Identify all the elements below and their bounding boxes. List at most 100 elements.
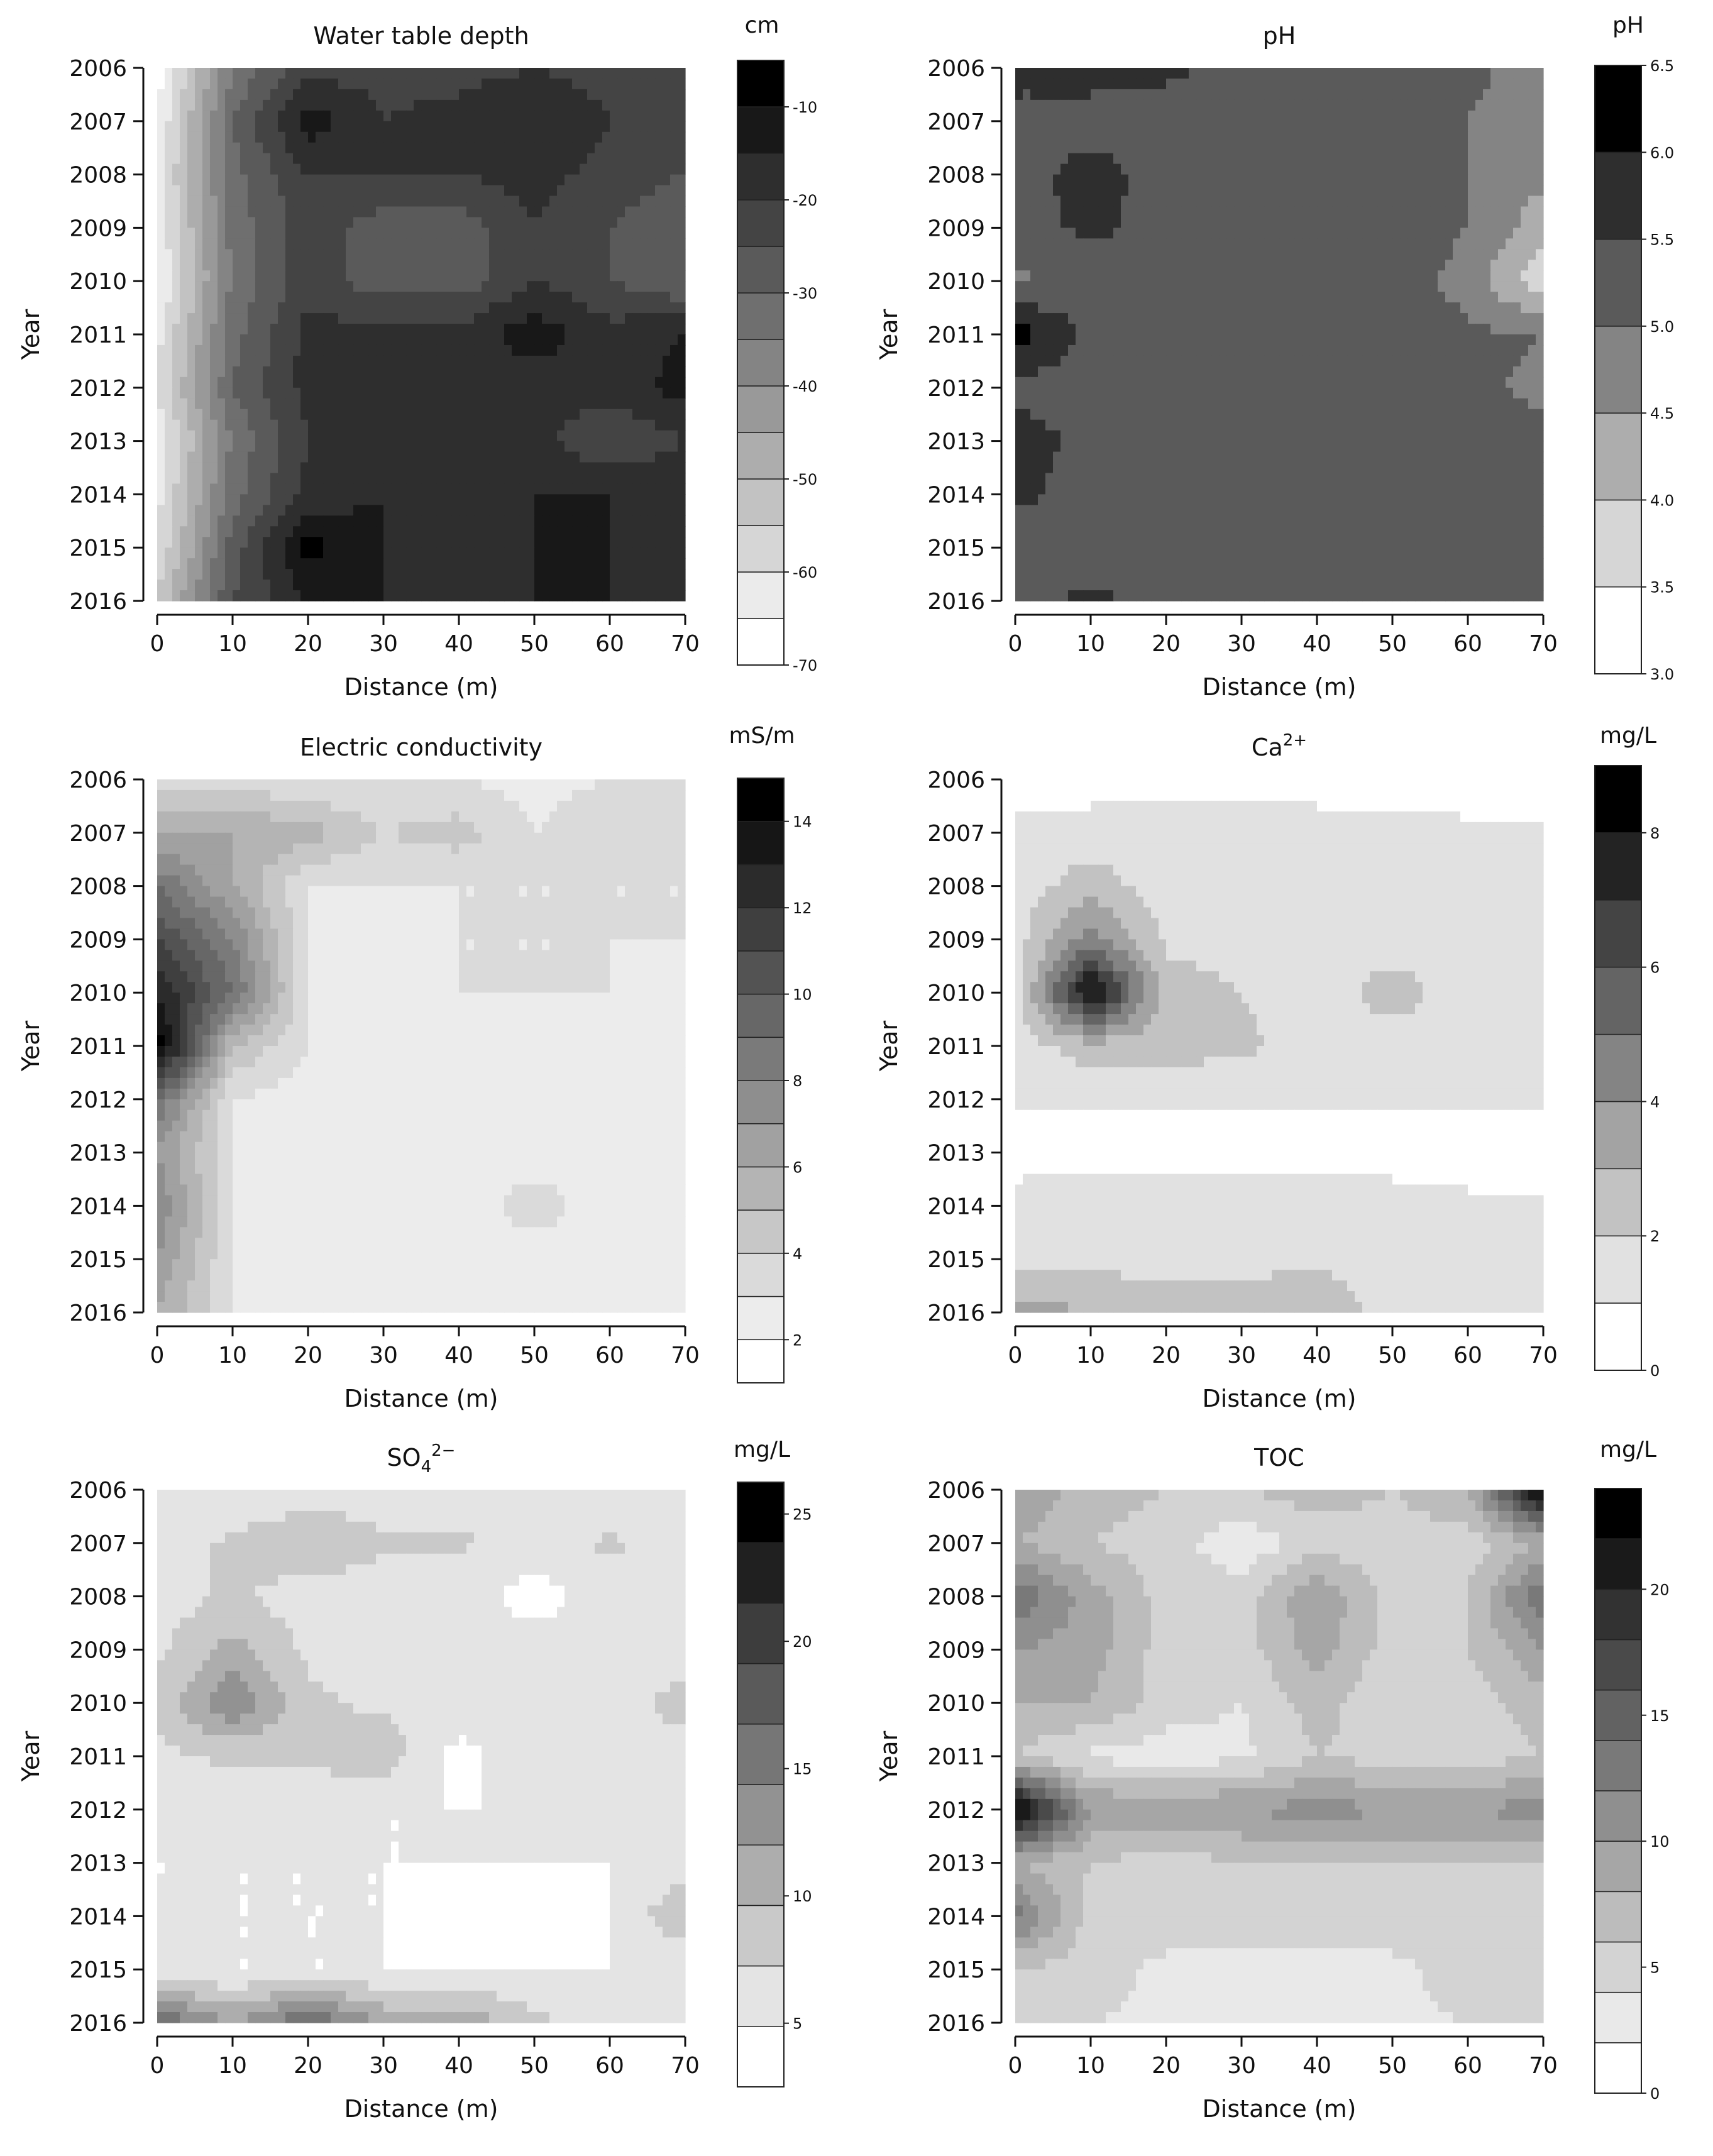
heatmap-cell xyxy=(202,217,211,228)
heatmap-cell xyxy=(421,409,429,421)
heatmap-cell xyxy=(595,217,603,228)
heatmap-cell xyxy=(1038,110,1046,122)
heatmap-cell xyxy=(338,451,346,463)
heatmap-cell xyxy=(647,313,656,324)
heatmap-cell xyxy=(1249,206,1257,218)
heatmap-cell xyxy=(1023,131,1031,143)
colorbar-segment xyxy=(737,153,785,201)
heatmap-cell xyxy=(678,537,686,548)
heatmap-cell xyxy=(625,313,633,324)
heatmap-cell xyxy=(602,590,610,602)
heatmap-cell xyxy=(1242,174,1250,186)
heatmap-cell xyxy=(353,281,361,292)
heatmap-cell xyxy=(240,174,248,186)
heatmap-cell xyxy=(519,131,527,143)
heatmap-cell xyxy=(549,153,558,165)
heatmap-cell xyxy=(353,580,361,591)
heatmap-cell xyxy=(1226,174,1235,186)
heatmap-cell xyxy=(663,515,671,527)
heatmap-cell xyxy=(640,68,648,79)
heatmap-cell xyxy=(195,142,203,154)
heatmap-cell xyxy=(278,558,286,569)
heatmap-cell xyxy=(655,153,663,165)
heatmap-cell xyxy=(1302,270,1310,282)
heatmap-cell xyxy=(225,131,233,143)
heatmap-cell xyxy=(1143,185,1152,197)
heatmap-cell xyxy=(1332,153,1340,165)
heatmap-cell xyxy=(610,249,618,260)
heatmap-cell xyxy=(225,558,233,569)
heatmap-cell xyxy=(1143,281,1152,292)
heatmap-cell xyxy=(202,473,211,485)
heatmap-cell xyxy=(482,441,490,453)
heatmap-cell xyxy=(580,569,588,580)
heatmap-cell xyxy=(1392,78,1401,90)
heatmap-cell xyxy=(1174,110,1182,122)
heatmap-cell xyxy=(670,590,678,602)
heatmap-cell xyxy=(1332,68,1340,79)
heatmap-cell xyxy=(1242,110,1250,122)
heatmap-cell xyxy=(1438,89,1446,101)
heatmap-cell xyxy=(1309,131,1318,143)
heatmap-cell xyxy=(346,270,354,282)
heatmap-cell xyxy=(1498,217,1506,228)
heatmap-cell xyxy=(1249,163,1257,175)
heatmap-cell xyxy=(157,324,165,335)
heatmap-cell xyxy=(1068,281,1076,292)
heatmap-cell xyxy=(1513,78,1521,90)
heatmap-cell xyxy=(1392,228,1401,239)
heatmap-cell xyxy=(1038,260,1046,271)
heatmap-cell xyxy=(172,121,180,133)
heatmap-cell xyxy=(678,462,686,474)
heatmap-cell xyxy=(1272,185,1280,197)
heatmap-cell xyxy=(451,228,460,239)
heatmap-cell xyxy=(1317,260,1325,271)
heatmap-cell xyxy=(1136,195,1144,207)
heatmap-cell xyxy=(482,494,490,505)
heatmap-cell xyxy=(466,366,475,378)
heatmap-cell xyxy=(1091,249,1099,260)
heatmap-cell xyxy=(195,537,203,548)
heatmap-cell xyxy=(165,281,173,292)
heatmap-cell xyxy=(1438,228,1446,239)
heatmap-cell xyxy=(436,462,444,474)
heatmap-cell xyxy=(1355,153,1363,165)
heatmap-cell xyxy=(1317,153,1325,165)
heatmap-cell xyxy=(165,515,173,527)
heatmap-cell xyxy=(504,377,512,388)
heatmap-cell xyxy=(1498,131,1506,143)
heatmap-cell xyxy=(1060,281,1069,292)
heatmap-cell xyxy=(1475,78,1484,90)
heatmap-cell xyxy=(331,206,339,218)
heatmap-cell xyxy=(549,78,558,90)
heatmap-cell xyxy=(565,462,573,474)
heatmap-cell xyxy=(527,195,535,207)
heatmap-cell xyxy=(1166,228,1174,239)
heatmap-cell xyxy=(1521,249,1529,260)
heatmap-cell xyxy=(580,344,588,356)
heatmap-cell xyxy=(346,228,354,239)
heatmap-cell xyxy=(1445,131,1453,143)
heatmap-cell xyxy=(1091,89,1099,101)
heatmap-cell xyxy=(542,99,550,111)
heatmap-cell xyxy=(218,89,226,101)
heatmap-cell xyxy=(218,334,226,346)
heatmap-cell xyxy=(429,515,437,527)
heatmap-cell xyxy=(172,89,180,101)
heatmap-cell xyxy=(436,249,444,260)
heatmap-cell xyxy=(406,195,414,207)
heatmap-cell xyxy=(316,334,324,346)
heatmap-cell xyxy=(595,473,603,485)
heatmap-cell xyxy=(1166,217,1174,228)
heatmap-cell xyxy=(1287,260,1295,271)
heatmap-cell xyxy=(572,569,580,580)
heatmap-cell xyxy=(308,217,316,228)
heatmap-cell xyxy=(1430,78,1438,90)
heatmap-cell xyxy=(1106,185,1114,197)
heatmap-cell xyxy=(1370,142,1378,154)
heatmap-cell xyxy=(1483,142,1491,154)
heatmap-cell xyxy=(1377,228,1385,239)
heatmap-cell xyxy=(466,260,475,271)
heatmap-cell xyxy=(1091,78,1099,90)
heatmap-cell xyxy=(632,217,641,228)
